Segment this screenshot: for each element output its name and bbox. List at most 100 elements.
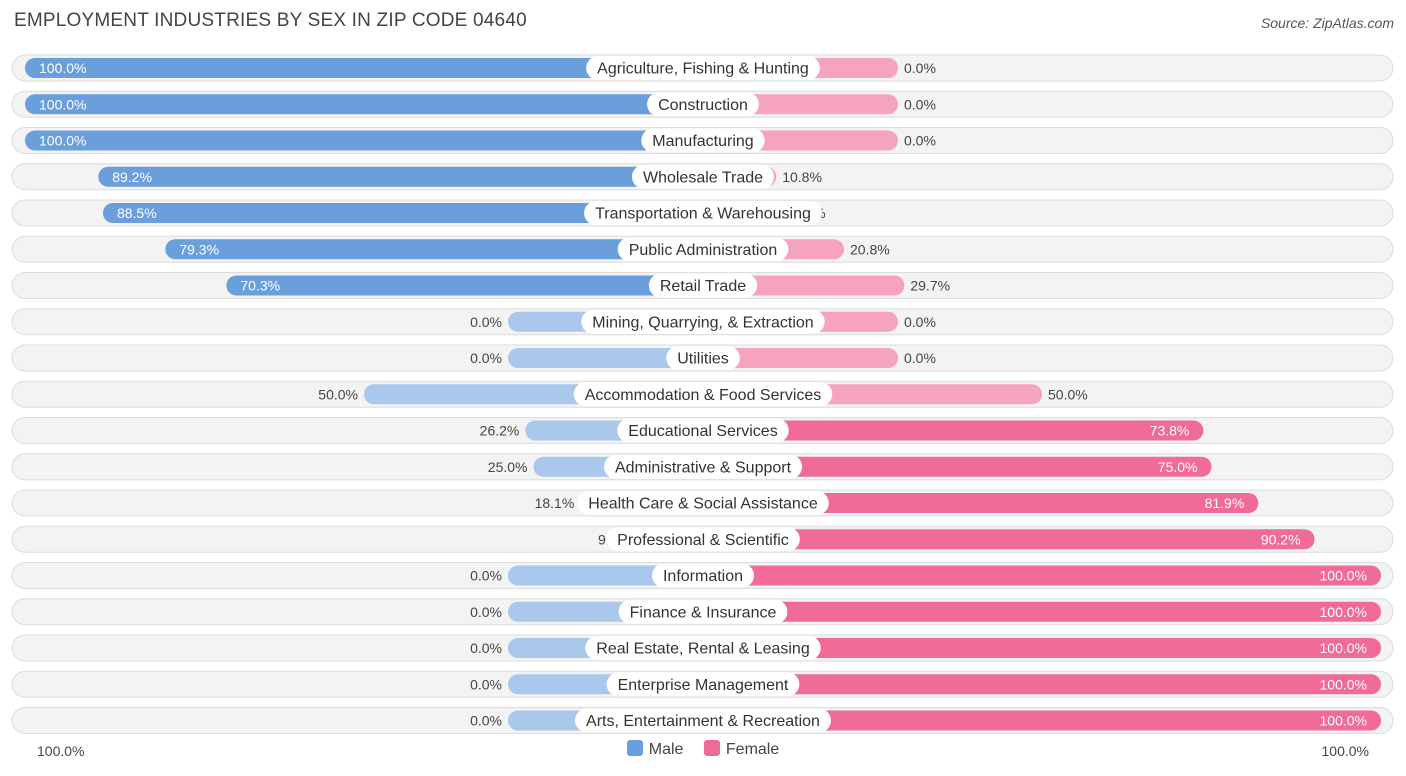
bar-female (703, 456, 1212, 477)
chart-source: Source: ZipAtlas.com (1260, 15, 1394, 31)
legend-label-male: Male (648, 741, 684, 758)
category-label-pill (603, 454, 803, 479)
value-label-female: 100.0% (1320, 713, 1367, 729)
bar-female (703, 674, 1381, 695)
value-label-female: 100.0% (1320, 604, 1367, 620)
legend-item-female: Female (703, 740, 780, 759)
bar-female (703, 565, 1381, 586)
legend: Male Female (0, 740, 1406, 759)
value-label-male: 0.0% (470, 713, 502, 729)
category-label-pill (581, 309, 825, 334)
value-label-male: 18.1% (535, 495, 575, 511)
category-label: Real Estate, Rental & Leasing (596, 641, 809, 658)
bar-female (703, 529, 1315, 550)
value-label-male: 70.3% (240, 278, 280, 294)
value-label-male: 100.0% (39, 96, 86, 112)
value-label-female: 50.0% (1048, 386, 1088, 402)
category-label: Finance & Insurance (630, 604, 777, 621)
category-label-pill (577, 491, 829, 515)
bar-male (25, 58, 703, 78)
category-label-pill (617, 418, 789, 443)
bar-female (703, 710, 1381, 731)
value-label-female: 73.8% (1150, 423, 1190, 439)
value-label-male: 0.0% (470, 604, 502, 620)
category-label: Transportation & Warehousing (595, 206, 811, 223)
axis-right-label: 100.0% (1321, 743, 1369, 759)
category-label-pill (617, 237, 789, 262)
value-label-female: 0.0% (904, 314, 936, 330)
value-label-male: 88.5% (117, 205, 157, 221)
bar-male (226, 275, 703, 296)
value-label-male: 100.0% (39, 133, 86, 149)
category-label: Public Administration (629, 242, 778, 259)
category-label-pill (631, 164, 775, 189)
value-label-male: 100.0% (39, 60, 86, 76)
legend-label-female: Female (725, 741, 780, 758)
category-label: Enterprise Management (618, 677, 789, 694)
category-label-pill (647, 92, 759, 117)
category-label-pill (585, 636, 821, 660)
value-label-female: 0.0% (904, 60, 936, 76)
bar-male (165, 239, 703, 260)
category-label: Retail Trade (660, 278, 746, 295)
value-label-male: 26.2% (480, 423, 520, 439)
bar-female (703, 493, 1259, 513)
value-label-male: 89.2% (112, 169, 152, 185)
category-label: Utilities (677, 351, 729, 368)
value-label-female: 100.0% (1320, 568, 1367, 584)
category-label: Manufacturing (652, 133, 753, 150)
value-label-male: 0.0% (470, 676, 502, 692)
category-label: Educational Services (628, 423, 777, 440)
bar-female (703, 601, 1381, 622)
category-label: Mining, Quarrying, & Extraction (592, 314, 813, 331)
chart-plot: 100.0% 0.0% Agriculture, Fishing & Hunting… (11, 54, 1394, 734)
bar-female (703, 348, 898, 368)
value-label-male: 79.3% (179, 241, 219, 257)
bar-female (703, 420, 1204, 441)
category-label-pill (584, 201, 822, 225)
value-label-female: 0.0% (904, 96, 936, 112)
value-label-male: 50.0% (318, 386, 358, 402)
value-label-female: 20.8% (850, 241, 890, 257)
category-label-pill (648, 273, 758, 298)
value-label-female: 81.9% (1205, 495, 1245, 511)
bar-male (508, 348, 703, 368)
category-label-pill (606, 672, 800, 697)
legend-item-male: Male (626, 740, 684, 759)
value-label-female: 0.0% (904, 133, 936, 149)
bar-male (98, 166, 703, 187)
category-label-pill (606, 527, 800, 552)
legend-swatch-male (626, 740, 643, 756)
value-label-male: 0.0% (470, 314, 502, 330)
bar-male (25, 94, 703, 115)
category-label-pill (666, 346, 740, 370)
value-label-female: 100.0% (1320, 676, 1367, 692)
value-label-female: 100.0% (1320, 640, 1367, 656)
chart-title: EMPLOYMENT INDUSTRIES BY SEX IN ZIP CODE… (14, 10, 527, 31)
category-label: Health Care & Social Assistance (588, 496, 818, 513)
legend-swatch-female (703, 740, 720, 756)
category-label-pill (618, 599, 788, 624)
value-label-female: 29.7% (910, 278, 950, 294)
bar-female (703, 638, 1381, 658)
category-label: Administrative & Support (615, 459, 792, 476)
category-label: Agriculture, Fishing & Hunting (597, 61, 809, 78)
axis-left-label: 100.0% (37, 743, 85, 759)
category-label-pill (651, 563, 755, 588)
category-label-pill (641, 128, 765, 153)
value-label-female: 0.0% (904, 350, 936, 366)
bar-male (102, 203, 704, 223)
category-label: Accommodation & Food Services (585, 387, 822, 404)
value-label-male: 0.0% (470, 568, 502, 584)
category-label: Construction (658, 97, 748, 114)
category-label-pill (573, 382, 833, 407)
bar-male (25, 130, 703, 151)
category-label: Professional & Scientific (617, 532, 789, 549)
value-label-male: 0.0% (470, 350, 502, 366)
value-label-female: 10.8% (782, 169, 822, 185)
category-label: Arts, Entertainment & Recreation (586, 713, 820, 730)
value-label-male: 25.0% (488, 459, 528, 475)
category-label: Wholesale Trade (643, 169, 763, 186)
value-label-male: 0.0% (470, 640, 502, 656)
category-label: Information (663, 568, 743, 585)
